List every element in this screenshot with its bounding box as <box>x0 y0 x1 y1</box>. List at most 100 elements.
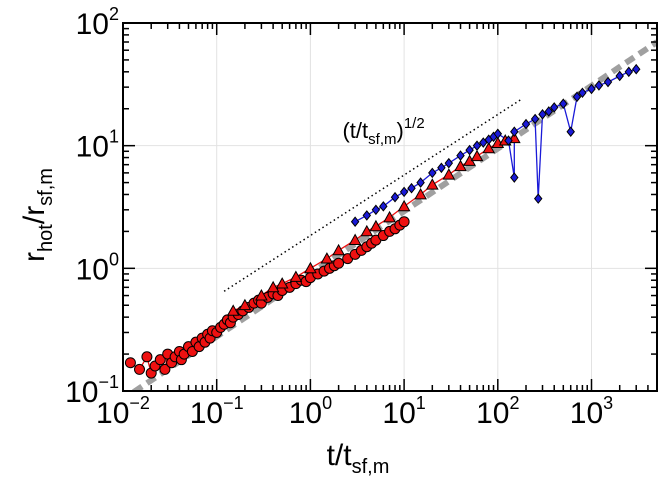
blue-diamonds-point <box>578 87 587 99</box>
x-tick-base: 10 <box>476 397 509 430</box>
blue-diamonds-point <box>493 128 503 140</box>
red-triangles-point <box>414 187 427 200</box>
blue-diamonds-point <box>566 126 575 137</box>
red-triangles-point <box>348 233 362 245</box>
blue-diamonds-point <box>350 216 360 227</box>
blue-diamonds-point <box>390 191 400 203</box>
blue-diamonds-point <box>624 66 634 78</box>
red-triangles-point <box>369 219 383 232</box>
blue-diamonds-point <box>615 70 624 82</box>
blue-diamonds-point <box>472 140 482 151</box>
x-tick-label: 101 <box>382 393 425 430</box>
red-triangles-point <box>442 168 456 180</box>
y-axis-label-sub1: hot <box>35 224 57 252</box>
y-tick-exp: 0 <box>109 249 119 269</box>
red-triangles-point <box>266 280 280 293</box>
x-tick-base: 10 <box>289 397 322 430</box>
red-triangles-point <box>397 199 411 212</box>
blue-diamonds-point <box>399 186 409 198</box>
x-tick-base: 10 <box>96 397 129 430</box>
blue-diamonds-point <box>407 182 416 194</box>
blue-diamonds-point <box>510 172 519 183</box>
red-circles-point <box>133 363 145 375</box>
x-tick-exp: 3 <box>603 393 613 413</box>
x-axis-label-main: t/t <box>327 439 353 472</box>
x-tick-exp: 0 <box>322 393 332 413</box>
red-triangles-point <box>470 149 484 162</box>
red-triangles-point <box>360 224 374 237</box>
x-tick-exp: 2 <box>509 393 519 413</box>
red-circles-point <box>398 216 410 228</box>
red-circles-point <box>333 257 345 269</box>
red-circles-point <box>141 351 153 363</box>
red-circles-point <box>154 354 166 366</box>
red-triangles-point <box>482 141 496 154</box>
y-tick-label: 102 <box>76 4 119 41</box>
annotation-close: ) <box>397 118 404 143</box>
x-axis-label-sub: sf,m <box>352 456 390 478</box>
red-triangles-point <box>238 298 252 311</box>
blue-diamonds-point <box>631 63 641 75</box>
x-tick-exp: 1 <box>416 393 426 413</box>
y-tick-label: 100 <box>76 249 119 286</box>
y-axis-label-sub2: sf,m <box>35 168 57 206</box>
blue-diamonds-point <box>603 76 613 88</box>
red-triangles-point <box>383 210 396 223</box>
annotation-sup: 1/2 <box>404 115 425 132</box>
red-triangles-point <box>454 159 467 172</box>
red-triangles-point <box>275 277 289 289</box>
reference-line-power-law-1/2 <box>223 98 523 292</box>
y-axis-label: rhot/rsf,m <box>18 168 57 262</box>
red-circles-point <box>124 357 136 369</box>
x-axis-label: t/tsf,m <box>327 439 390 478</box>
annotation-sub: sf,m <box>368 131 396 148</box>
blue-diamonds-point <box>437 162 446 174</box>
blue-diamonds-point <box>510 126 519 137</box>
data-markers <box>124 63 641 379</box>
x-tick-exp: −1 <box>223 393 244 413</box>
x-tick-base: 10 <box>570 397 603 430</box>
y-tick-label: 101 <box>76 127 119 164</box>
red-circles-point <box>159 363 171 375</box>
power-law-annotation: (t/tsf,m)1/2 <box>342 115 424 148</box>
blue-diamonds-point <box>416 177 425 188</box>
y-axis-label-mid: /r <box>18 206 51 224</box>
y-tick-label: 10−1 <box>65 372 119 409</box>
blue-diamonds-point <box>371 204 381 216</box>
blue-diamonds-point <box>572 91 582 103</box>
red-triangles-point <box>289 270 303 282</box>
red-triangles-point <box>255 289 268 301</box>
y-tick-base: 10 <box>76 8 109 41</box>
red-triangles-point <box>226 304 240 316</box>
x-tick-label: 103 <box>570 393 613 430</box>
y-tick-base: 10 <box>76 131 109 164</box>
y-tick-exp: 1 <box>109 127 119 147</box>
blue-diamonds-point <box>444 157 454 169</box>
blue-diamonds-point <box>549 102 559 113</box>
y-tick-exp: 2 <box>109 4 119 24</box>
x-tick-label: 100 <box>289 393 332 430</box>
annotation-open: (t/t <box>342 118 368 143</box>
blue-diamonds-point <box>428 167 437 179</box>
x-tick-label: 10−2 <box>96 393 150 430</box>
blue-diamonds-point <box>538 109 547 120</box>
x-tick-labels: 10−2 10−1 100 101 102 103 <box>96 393 613 430</box>
blue-diamonds-point <box>544 106 554 117</box>
plot-frame <box>122 22 658 392</box>
x-tick-label: 102 <box>476 393 519 430</box>
x-tick-exp: −2 <box>129 393 150 413</box>
blue-diamonds-point <box>521 118 531 130</box>
blue-diamonds-point <box>456 150 465 161</box>
x-tick-base: 10 <box>382 397 415 430</box>
blue-diamonds-point <box>379 201 388 212</box>
blue-diamonds-point <box>594 80 604 91</box>
y-tick-exp: −1 <box>98 372 119 392</box>
red-triangles-point <box>320 252 334 264</box>
blue-diamonds-point <box>587 83 596 95</box>
blue-diamonds-point <box>504 135 513 146</box>
blue-diamonds-point <box>530 113 540 125</box>
red-triangles-point <box>332 243 345 256</box>
y-tick-base: 10 <box>76 253 109 286</box>
blue-diamonds-point <box>533 193 543 204</box>
